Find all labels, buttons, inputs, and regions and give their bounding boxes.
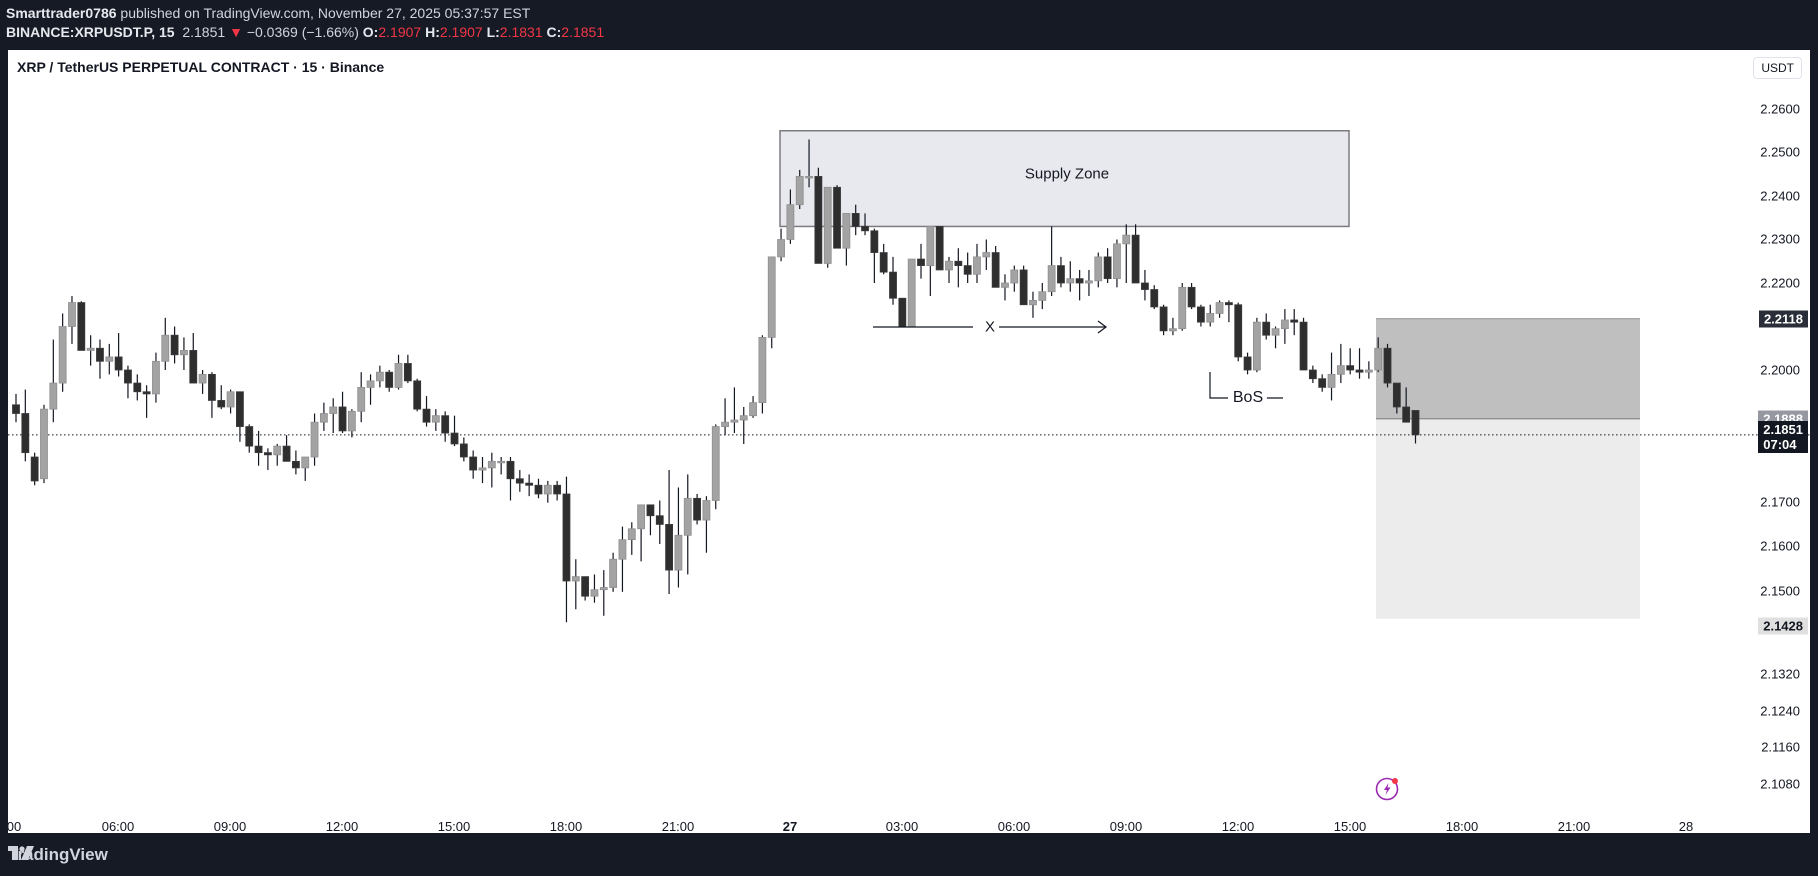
open-label: O:	[362, 24, 379, 40]
chart-title: XRP / TetherUS PERPETUAL CONTRACT · 15 ·…	[17, 59, 385, 75]
supply-zone-label: Supply Zone	[1024, 165, 1110, 183]
price-tag: 2.1428	[1758, 617, 1808, 635]
candlestick-plot[interactable]	[8, 50, 1810, 833]
time-tick-label: 15:00	[1333, 819, 1367, 833]
time-tick-label: 12:00	[1221, 819, 1255, 833]
close-label: C:	[546, 24, 562, 40]
time-tick-label: 28	[1678, 819, 1694, 833]
high-label: H:	[425, 24, 440, 40]
time-tick-label: 21:00	[661, 819, 695, 833]
time-tick-label: 27	[782, 819, 798, 833]
price-tag: 2.1851 07:04	[1758, 421, 1808, 453]
time-tick-label: 09:00	[1109, 819, 1143, 833]
price-tag: 2.2118	[1758, 310, 1808, 328]
time-tick-label: 06:00	[997, 819, 1031, 833]
price-tick-label: 2.1240	[1760, 703, 1800, 719]
price-change: −0.0369 (−1.66%)	[246, 24, 359, 40]
high-value: 2.1907	[439, 24, 483, 40]
published-text: published on TradingView.com, November 2…	[120, 5, 531, 21]
symbol-label: BINANCE:XRPUSDT.P, 15	[6, 24, 175, 40]
time-tick-label: 09:00	[213, 819, 247, 833]
time-tick-label: 18:00	[1445, 819, 1479, 833]
last-price: 2.1851	[182, 24, 226, 40]
low-value: 2.1831	[499, 24, 543, 40]
time-tick-label: 03:00	[885, 819, 919, 833]
currency-button[interactable]: USDT	[1753, 57, 1802, 79]
price-tick-label: 2.2200	[1760, 275, 1800, 291]
down-arrow-icon: ▼	[229, 24, 243, 40]
tradingview-logo[interactable]: TradingView	[8, 845, 108, 865]
publish-info: Smarttrader0786 published on TradingView…	[6, 5, 530, 21]
author-name[interactable]: Smarttrader0786	[6, 5, 117, 21]
price-tick-label: 2.2400	[1760, 188, 1800, 204]
tradingview-logo-icon	[8, 846, 34, 860]
time-tick-label: 00	[8, 819, 22, 833]
price-tick-label: 2.1600	[1760, 538, 1800, 554]
open-value: 2.1907	[378, 24, 422, 40]
time-tick-label: 06:00	[101, 819, 135, 833]
price-tick-label: 2.1700	[1760, 494, 1800, 510]
price-tick-label: 2.2500	[1760, 144, 1800, 160]
time-tick-label: 18:00	[549, 819, 583, 833]
price-tick-label: 2.2600	[1760, 101, 1800, 117]
time-tick-label: 12:00	[325, 819, 359, 833]
low-label: L:	[486, 24, 500, 40]
symbol-info: BINANCE:XRPUSDT.P, 15 2.1851 ▼ −0.0369 (…	[6, 24, 604, 40]
chart-panel[interactable]: XRP / TetherUS PERPETUAL CONTRACT · 15 ·…	[8, 50, 1810, 833]
brand-name: TradingView	[8, 845, 108, 864]
price-tick-label: 2.1320	[1760, 666, 1800, 682]
time-tick-label: 21:00	[1557, 819, 1591, 833]
price-tick-label: 2.2000	[1760, 362, 1800, 378]
price-tick-label: 2.2300	[1760, 231, 1800, 247]
close-value: 2.1851	[561, 24, 605, 40]
x-arrow-label: X	[980, 318, 1000, 336]
lightning-icon[interactable]	[1374, 774, 1402, 802]
price-tick-label: 2.1080	[1760, 776, 1800, 792]
price-tick-label: 2.1500	[1760, 583, 1800, 599]
time-tick-label: 15:00	[437, 819, 471, 833]
bos-label: BoS	[1228, 389, 1268, 407]
price-tick-label: 2.1160	[1761, 739, 1800, 755]
